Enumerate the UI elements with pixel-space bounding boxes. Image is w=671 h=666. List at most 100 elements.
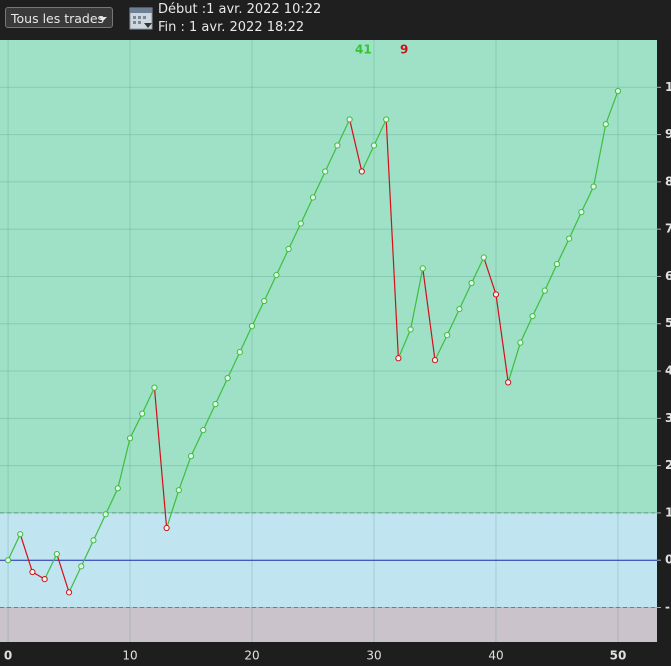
- equity-point: [261, 297, 268, 305]
- equity-point: [53, 550, 60, 558]
- equity-point: [334, 142, 341, 149]
- equity-point: [139, 410, 146, 417]
- equity-segment: [458, 282, 473, 310]
- equity-segment: [202, 403, 216, 431]
- equity-point: [529, 313, 536, 320]
- equity-point: [126, 435, 134, 442]
- equity-point: [322, 168, 329, 175]
- end-date: Fin : 1 avr. 2022 18:22: [158, 20, 305, 35]
- equity-point: [212, 401, 219, 408]
- equity-segment: [361, 145, 375, 172]
- equity-segment: [349, 119, 363, 172]
- equity-segment: [275, 248, 290, 276]
- axis-strip: [657, 40, 671, 666]
- equity-point: [590, 183, 597, 190]
- equity-segment: [166, 490, 180, 529]
- equity-point: [151, 384, 158, 391]
- equity-point: [175, 487, 182, 494]
- equity-point: [468, 279, 475, 287]
- equity-segment: [80, 540, 94, 567]
- equity-segment: [532, 290, 546, 317]
- equity-point: [187, 453, 195, 460]
- y-tick-label: 7: [665, 222, 671, 236]
- x-tick-label: 0: [4, 649, 12, 663]
- equity-point: [358, 168, 365, 175]
- equity-segment: [544, 263, 558, 291]
- equity-segment: [68, 566, 82, 593]
- y-tick-label: 6: [665, 269, 671, 283]
- equity-point: [456, 305, 463, 313]
- equity-point: [444, 331, 451, 339]
- equity-segment: [263, 274, 277, 302]
- equity-segment: [385, 119, 399, 359]
- equity-segment: [446, 308, 460, 336]
- equity-segment: [568, 211, 582, 239]
- x-tick-label: 40: [488, 649, 503, 663]
- equity-segment: [178, 455, 192, 491]
- equity-segment: [44, 553, 58, 580]
- equity-segment: [580, 186, 595, 213]
- equity-point: [602, 121, 609, 128]
- y-tick-label: 8: [665, 174, 671, 188]
- equity-point: [431, 357, 439, 364]
- equity-point: [297, 220, 304, 227]
- equity-point: [102, 511, 109, 518]
- equity-segment: [153, 387, 168, 529]
- equity-segment: [434, 334, 448, 361]
- equity-segment: [190, 429, 204, 457]
- equity-point: [273, 271, 280, 279]
- equity-segment: [214, 377, 229, 405]
- equity-point: [65, 589, 73, 596]
- equity-point: [407, 326, 414, 333]
- equity-segment: [92, 514, 107, 541]
- axis-strip-bottom: [0, 642, 671, 666]
- equity-point: [41, 576, 48, 583]
- equity-point: [541, 287, 548, 294]
- equity-point: [395, 355, 402, 362]
- equity-segment: [495, 294, 509, 383]
- equity-segment: [483, 257, 497, 295]
- equity-point: [224, 375, 231, 382]
- equity-point: [553, 261, 561, 268]
- losses-count: 9: [400, 43, 408, 57]
- equity-point: [614, 87, 622, 95]
- equity-point: [346, 116, 353, 123]
- equity-point: [285, 245, 292, 253]
- equity-segment: [251, 300, 265, 327]
- equity-point: [78, 563, 85, 570]
- equity-point: [505, 379, 512, 386]
- equity-point: [248, 323, 256, 330]
- x-tick-label: 20: [244, 649, 259, 663]
- x-tick-label: 50: [610, 649, 627, 663]
- y-tick-label: 2: [665, 458, 671, 472]
- y-tick-label: 1: [665, 505, 671, 519]
- start-date: Début :1 avr. 2022 10:22: [158, 2, 322, 17]
- y-tick-label: 3: [665, 411, 671, 425]
- equity-segment: [507, 342, 521, 383]
- filter-dropdown[interactable]: Tous les trades: [5, 7, 113, 28]
- x-tick-label: 30: [366, 649, 381, 663]
- upper-zone: [0, 40, 657, 513]
- equity-point: [419, 265, 426, 272]
- equity-segment: [471, 257, 485, 284]
- y-tick-label: 9: [665, 127, 671, 141]
- equity-point: [517, 339, 524, 346]
- equity-segment: [129, 413, 143, 439]
- equity-segment: [592, 124, 607, 187]
- equity-segment: [410, 268, 424, 330]
- equity-point: [236, 349, 243, 356]
- y-tick-label: 5: [665, 316, 671, 330]
- calendar-icon[interactable]: [129, 5, 153, 31]
- x-tick-label: 10: [122, 649, 137, 663]
- equity-point: [492, 291, 500, 298]
- y-tick-label: 4: [665, 364, 671, 378]
- equity-segment: [227, 351, 241, 379]
- equity-segment: [336, 119, 351, 146]
- equity-segment: [397, 329, 412, 359]
- equity-segment: [373, 119, 387, 146]
- equity-segment: [422, 268, 436, 361]
- equity-segment: [324, 145, 338, 172]
- equity-point: [578, 209, 585, 216]
